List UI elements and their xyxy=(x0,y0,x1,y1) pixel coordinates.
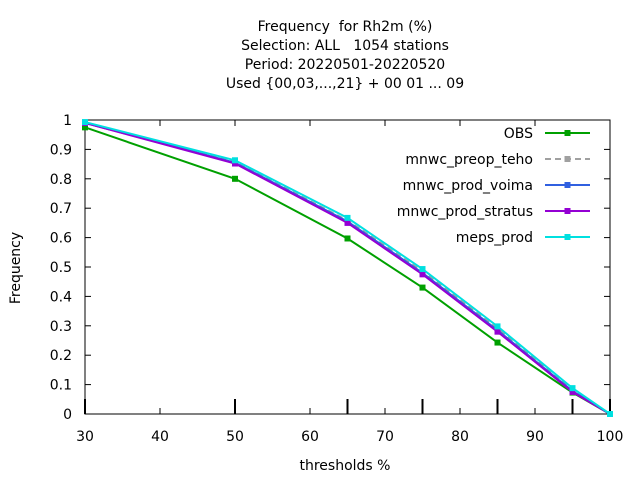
y-tick-label: 0.9 xyxy=(50,142,72,158)
data-point xyxy=(344,219,351,226)
series-mnwc_preop_teho xyxy=(82,119,613,417)
title-line-1: Frequency for Rh2m (%) xyxy=(257,19,433,35)
series-lines xyxy=(82,119,613,417)
legend-label-mnwc_preop_teho: mnwc_preop_teho xyxy=(405,152,533,168)
data-point xyxy=(494,323,501,330)
y-axis-label: Frequency xyxy=(8,232,24,304)
series-meps_prod xyxy=(82,119,613,417)
legend: OBS mnwc_preop_teho mnwc_prod_voima mnwc_pr… xyxy=(397,126,590,246)
data-point xyxy=(419,284,426,291)
chart-title: Frequency for Rh2m (%) Selection: ALL 10… xyxy=(0,18,640,94)
data-point xyxy=(344,235,351,242)
y-tick-label: 1 xyxy=(63,113,72,129)
series-line-OBS xyxy=(84,126,611,415)
legend-label-mnwc_prod_voima: mnwc_prod_voima xyxy=(403,178,533,194)
x-tick-label: 50 xyxy=(226,429,244,445)
legend-marker-mnwc_prod_voima xyxy=(564,182,571,188)
y-tick-label: 0.7 xyxy=(50,201,72,217)
data-point xyxy=(419,266,426,273)
data-point xyxy=(569,385,576,392)
y-tick-label: 0.2 xyxy=(50,348,72,364)
x-tick-label: 100 xyxy=(597,429,624,445)
axes: 0 0.1 0.2 0.3 0.4 0.5 0.6 0.7 0.8 0.9 1 30 40 50 60 70 8… xyxy=(50,113,624,445)
title-line-2: Selection: ALL 1054 stations xyxy=(241,38,449,54)
data-point xyxy=(232,175,238,182)
data-point xyxy=(494,339,501,346)
data-point xyxy=(419,271,426,278)
x-tick-label: 70 xyxy=(376,429,394,445)
data-point xyxy=(82,119,88,126)
series-mnwc_prod_voima xyxy=(82,119,613,417)
legend-marker-meps_prod xyxy=(564,234,571,240)
legend-label-meps_prod: meps_prod xyxy=(456,230,533,246)
title-line-3: Period: 20220501-20220520 xyxy=(244,57,446,73)
x-tick-label: 30 xyxy=(76,429,94,445)
y-tick-label: 0.1 xyxy=(50,378,72,394)
data-point xyxy=(494,328,501,335)
x-tick-label: 90 xyxy=(526,429,544,445)
y-tick-label: 0.8 xyxy=(50,172,72,188)
legend-label-mnwc_prod_stratus: mnwc_prod_stratus xyxy=(397,204,533,220)
y-tick-label: 0.5 xyxy=(50,260,72,276)
data-point xyxy=(232,160,238,167)
y-tick-label: 0.4 xyxy=(50,289,72,305)
data-point xyxy=(82,124,88,131)
x-tick-label: 40 xyxy=(151,429,169,445)
x-tick-label: 80 xyxy=(451,429,469,445)
data-point xyxy=(607,411,613,417)
legend-label-OBS: OBS xyxy=(504,126,533,142)
x-tick-label: 60 xyxy=(301,429,319,445)
data-point xyxy=(569,388,576,395)
legend-marker-mnwc_preop_teho xyxy=(564,156,571,162)
series-mnwc_prod_stratus xyxy=(82,119,613,417)
x-axis-label: thresholds % xyxy=(300,458,391,474)
data-point xyxy=(344,214,351,221)
series-OBS xyxy=(82,124,613,417)
legend-marker-OBS xyxy=(564,130,571,136)
data-point xyxy=(232,157,238,164)
y-tick-label: 0.3 xyxy=(50,319,72,335)
y-tick-label: 0 xyxy=(63,407,72,423)
title-line-4: Used {00,03,...,21} + 00 01 ... 09 xyxy=(225,76,465,92)
legend-marker-mnwc_prod_stratus xyxy=(564,208,571,214)
y-tick-label: 0.6 xyxy=(50,231,72,247)
